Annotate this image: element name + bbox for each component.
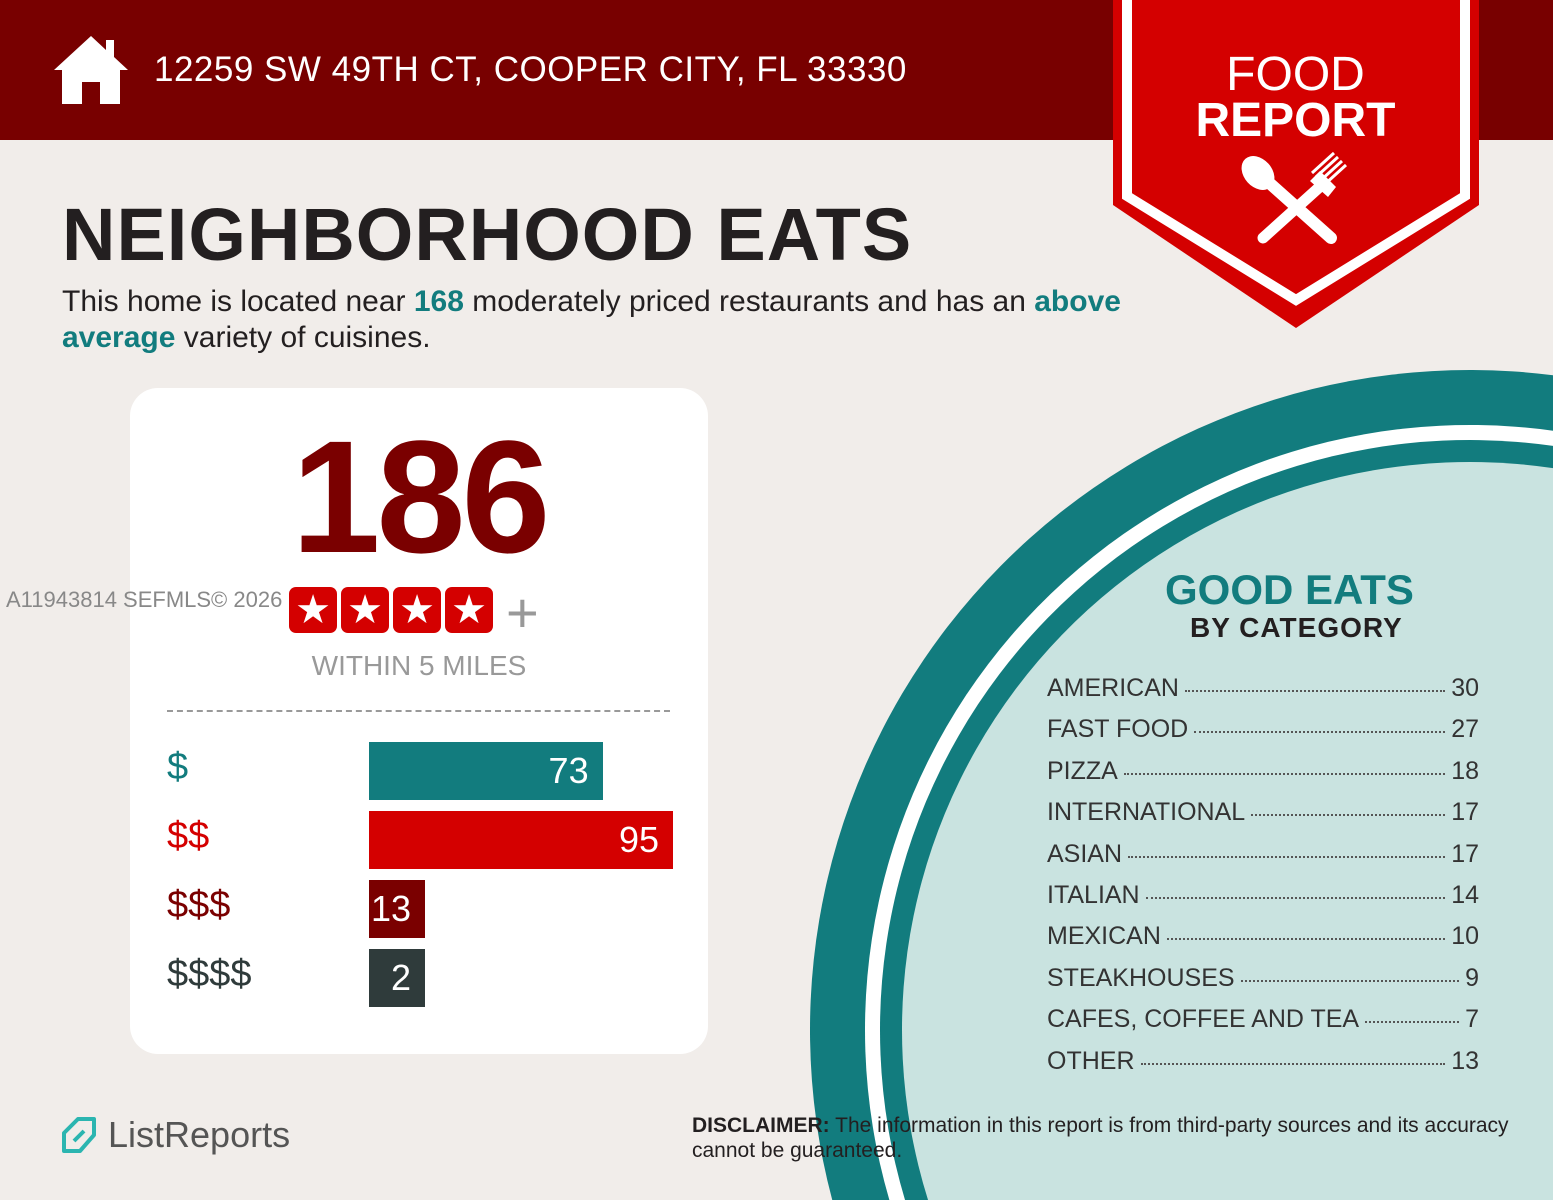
category-name: OTHER bbox=[1047, 1046, 1135, 1075]
categories-heading: GOOD EATS bbox=[1165, 566, 1414, 613]
dot-leader bbox=[1145, 897, 1446, 899]
disclaimer: DISCLAIMER: The information in this repo… bbox=[692, 1114, 1509, 1162]
category-count: 17 bbox=[1451, 839, 1479, 868]
brand-name: ListReports bbox=[108, 1114, 291, 1155]
category-row: MEXICAN 10 bbox=[1047, 922, 1479, 951]
listreports-logo-icon bbox=[62, 1117, 96, 1153]
category-count: 30 bbox=[1451, 674, 1479, 702]
category-row: ASIAN 17 bbox=[1047, 840, 1479, 869]
category-row: PIZZA 18 bbox=[1047, 757, 1479, 786]
category-name: ASIAN bbox=[1047, 839, 1123, 868]
house-icon bbox=[54, 36, 128, 104]
category-plate bbox=[902, 461, 1553, 1200]
page-title: NEIGHBORHOOD EATS bbox=[62, 193, 913, 276]
category-row: FAST FOOD 27 bbox=[1047, 715, 1479, 744]
category-count: 9 bbox=[1465, 963, 1479, 992]
badge-title: FOOD REPORT bbox=[1195, 48, 1396, 147]
dot-leader bbox=[1166, 938, 1446, 941]
dot-leader bbox=[1123, 772, 1446, 775]
price-bar: 2 bbox=[369, 949, 425, 1007]
dot-leader bbox=[1128, 855, 1446, 858]
category-count: 10 bbox=[1451, 922, 1479, 951]
category-count: 27 bbox=[1451, 715, 1479, 744]
price-bar: 13 bbox=[369, 880, 425, 938]
category-name: STEAKHOUSES bbox=[1047, 963, 1235, 992]
dot-leader bbox=[1140, 1062, 1446, 1065]
food-report-badge bbox=[1113, 0, 1479, 328]
summary-card bbox=[130, 388, 708, 1054]
price-label: $$$$ bbox=[167, 953, 252, 995]
star-icon: ★ bbox=[393, 587, 441, 633]
dot-leader bbox=[1184, 690, 1446, 692]
divider bbox=[167, 710, 670, 712]
category-name: INTERNATIONAL bbox=[1047, 798, 1246, 827]
price-bar: 95 bbox=[369, 811, 673, 869]
dot-leader bbox=[1365, 1021, 1460, 1024]
price-label: $ bbox=[167, 746, 189, 788]
restaurant-total: 186 bbox=[291, 407, 551, 586]
dot-leader bbox=[1240, 979, 1460, 982]
category-row: STEAKHOUSES 9 bbox=[1047, 964, 1479, 993]
category-name: AMERICAN bbox=[1047, 674, 1179, 702]
category-count: 13 bbox=[1451, 1046, 1479, 1075]
category-count: 18 bbox=[1451, 756, 1479, 785]
property-address: 12259 SW 49TH CT, COOPER CITY, FL 33330 bbox=[154, 50, 907, 89]
dot-leader bbox=[1251, 814, 1446, 817]
price-label: $$$ bbox=[167, 884, 231, 926]
category-row: OTHER 13 bbox=[1047, 1047, 1479, 1076]
category-name: CAFES, COFFEE AND TEA bbox=[1047, 1005, 1360, 1034]
radius-label: WITHIN 5 MILES bbox=[311, 650, 527, 681]
plus-icon: + bbox=[506, 581, 539, 644]
category-name: PIZZA bbox=[1047, 756, 1118, 785]
watermark: A11943814 SEFMLS© 2026 bbox=[6, 587, 283, 612]
dot-leader bbox=[1194, 731, 1446, 734]
category-count: 17 bbox=[1451, 798, 1479, 827]
category-count: 14 bbox=[1451, 881, 1479, 909]
spoon-fork-icon bbox=[1241, 151, 1348, 244]
category-row: ITALIAN 14 bbox=[1047, 881, 1479, 910]
star-icon: ★ bbox=[445, 587, 493, 633]
star-rating: ★ ★ ★ ★ bbox=[289, 587, 493, 633]
listreports-logo: ListReports bbox=[60, 1114, 290, 1156]
price-bar: 73 bbox=[369, 742, 603, 800]
category-name: ITALIAN bbox=[1047, 881, 1140, 909]
category-row: AMERICAN 30 bbox=[1047, 674, 1479, 703]
category-count: 7 bbox=[1465, 1005, 1479, 1034]
star-icon: ★ bbox=[341, 587, 389, 633]
category-name: FAST FOOD bbox=[1047, 715, 1189, 744]
intro-text: This home is located near 168 moderately… bbox=[62, 285, 1121, 354]
category-name: MEXICAN bbox=[1047, 922, 1161, 951]
categories-subheading: BY CATEGORY bbox=[1190, 612, 1403, 643]
star-icon: ★ bbox=[289, 587, 337, 633]
category-row: CAFES, COFFEE AND TEA 7 bbox=[1047, 1005, 1479, 1034]
price-label: $$ bbox=[167, 815, 210, 857]
category-row: INTERNATIONAL 17 bbox=[1047, 798, 1479, 827]
